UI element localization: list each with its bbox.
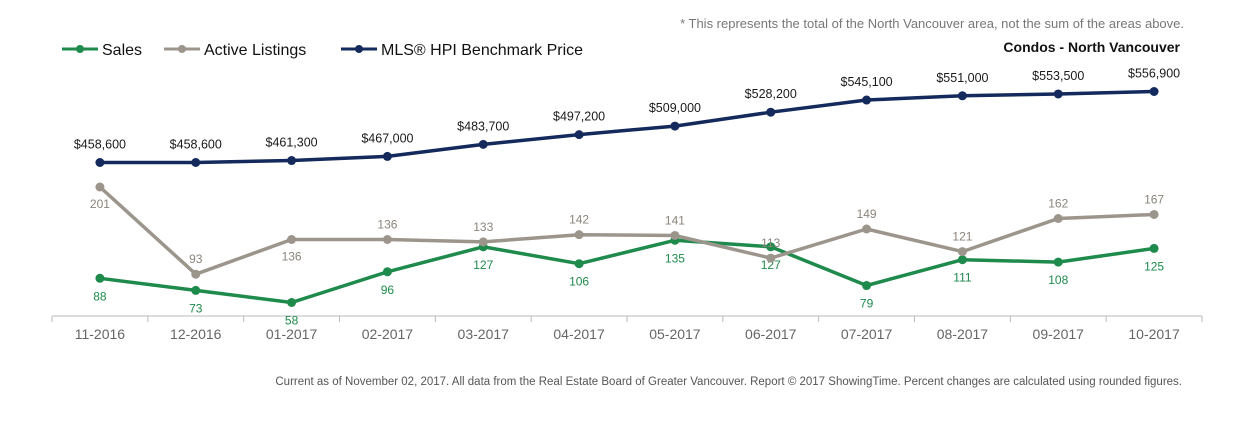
data-label: $483,700 xyxy=(457,119,509,133)
data-point xyxy=(287,298,297,307)
data-point xyxy=(95,158,105,167)
data-point xyxy=(574,230,584,240)
x-tick-label: 03-2017 xyxy=(458,326,510,342)
data-label: 93 xyxy=(189,252,203,266)
data-point xyxy=(478,139,488,149)
data-label: 121 xyxy=(952,230,972,244)
data-label: 73 xyxy=(189,301,203,315)
chart-subtitle: Condos - North Vancouver xyxy=(1003,39,1180,55)
data-point xyxy=(862,281,872,291)
data-label: $556,900 xyxy=(1128,67,1180,81)
data-point xyxy=(1149,243,1159,253)
data-label: $497,200 xyxy=(553,110,605,124)
data-point xyxy=(382,267,392,277)
data-label: 135 xyxy=(665,251,685,265)
data-label: 108 xyxy=(1048,273,1068,287)
data-point xyxy=(382,151,392,161)
data-point xyxy=(95,182,105,192)
series-line xyxy=(99,89,1155,165)
data-point xyxy=(957,247,967,257)
data-point xyxy=(287,156,297,166)
data-point xyxy=(766,253,776,263)
x-tick-label: 05-2017 xyxy=(649,326,701,342)
data-point xyxy=(1053,257,1063,267)
area-note: * This represents the total of the North… xyxy=(680,16,1184,31)
plot-area: 88 73 58 96 127 106 135 127 79 111 108 125 201 93 136 1… xyxy=(74,67,1180,328)
data-label: 125 xyxy=(1144,259,1164,273)
data-label: 113 xyxy=(761,236,780,250)
legend-label: Sales xyxy=(102,42,142,59)
data-point xyxy=(287,235,297,244)
data-point xyxy=(766,242,776,252)
data-point xyxy=(957,91,967,101)
series-line xyxy=(98,185,1155,276)
x-tick-label: 04-2017 xyxy=(553,326,605,342)
data-point xyxy=(1053,214,1063,223)
legend-label: Active Listings xyxy=(204,42,306,59)
data-label: 58 xyxy=(285,314,299,328)
x-tick-label: 08-2017 xyxy=(937,326,989,342)
data-label: 106 xyxy=(569,275,589,289)
data-label: $458,600 xyxy=(74,138,126,152)
data-label: 136 xyxy=(377,218,397,232)
data-point xyxy=(957,255,967,265)
data-label: 79 xyxy=(860,297,874,311)
data-label: $528,200 xyxy=(745,87,797,101)
x-tick-label: 11-2016 xyxy=(75,326,126,342)
data-label: $553,500 xyxy=(1032,69,1084,83)
data-point xyxy=(574,130,584,140)
data-label: $509,000 xyxy=(649,101,701,115)
data-label: $461,300 xyxy=(266,136,318,150)
legend-marker xyxy=(76,45,84,53)
x-tick-label: 12-2016 xyxy=(170,326,222,342)
data-label: $551,000 xyxy=(936,71,988,85)
x-tick-label: 09-2017 xyxy=(1033,326,1085,342)
data-label: 142 xyxy=(569,213,589,227)
data-point xyxy=(862,224,872,234)
x-tick-label: 10-2017 xyxy=(1128,326,1180,342)
data-label: $458,600 xyxy=(170,138,222,152)
legend: Sales Active Listings MLS® HPI Benchmark P… xyxy=(62,42,583,59)
legend-marker xyxy=(178,45,186,53)
data-point xyxy=(478,237,488,247)
footer-note: Current as of November 02, 2017. All dat… xyxy=(275,376,1182,388)
data-point xyxy=(670,230,680,240)
data-label: 162 xyxy=(1048,197,1068,211)
data-label: $545,100 xyxy=(841,75,893,89)
x-tick-label: 07-2017 xyxy=(841,326,893,342)
data-point xyxy=(862,95,872,105)
data-point xyxy=(382,235,392,244)
data-label: 127 xyxy=(761,258,781,272)
data-label: $467,000 xyxy=(361,131,413,145)
series-line xyxy=(99,238,1155,305)
x-tick-label: 02-2017 xyxy=(362,326,414,342)
data-label: 127 xyxy=(473,258,493,272)
legend-label: MLS® HPI Benchmark Price xyxy=(381,42,583,59)
data-point xyxy=(766,107,776,117)
data-label: 133 xyxy=(473,220,493,234)
x-tick-label: 06-2017 xyxy=(745,326,797,342)
data-label: 201 xyxy=(90,197,110,211)
data-point xyxy=(191,269,201,279)
data-label: 149 xyxy=(857,207,877,221)
data-point xyxy=(1149,209,1159,219)
data-point xyxy=(1053,89,1063,99)
data-label: 111 xyxy=(953,271,972,285)
data-point xyxy=(191,285,201,295)
data-label: 88 xyxy=(93,289,107,303)
legend-marker xyxy=(355,45,363,53)
data-label: 167 xyxy=(1144,192,1164,206)
data-point xyxy=(1149,87,1159,96)
data-label: 96 xyxy=(381,283,395,297)
data-point xyxy=(191,158,201,167)
data-point xyxy=(95,273,105,283)
data-label: 136 xyxy=(282,250,302,264)
data-label: 141 xyxy=(665,213,685,227)
data-point xyxy=(670,121,680,131)
x-tick-label: 01-2017 xyxy=(266,326,318,342)
data-point xyxy=(574,259,584,269)
x-axis: 11-2016 12-2016 01-2017 02-2017 03-2017 04-20… xyxy=(51,315,1203,342)
